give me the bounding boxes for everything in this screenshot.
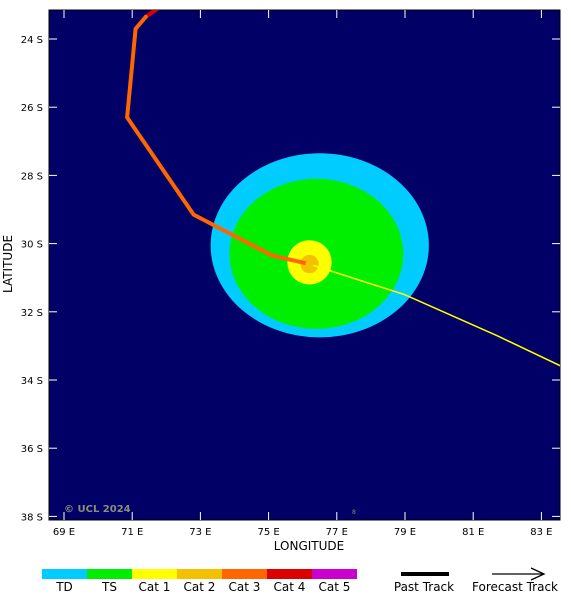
legend-swatch-cat-2 bbox=[177, 569, 222, 579]
x-tick-label: 75 E bbox=[257, 527, 279, 538]
storm-center-marker bbox=[305, 260, 314, 269]
past-track-segment-1 bbox=[143, 10, 160, 19]
x-axis-title: LONGITUDE bbox=[274, 539, 344, 553]
legend-swatch-cat-5 bbox=[312, 569, 357, 579]
wind-field-layer bbox=[210, 153, 429, 338]
copyright-text: © UCL 2024 bbox=[64, 504, 131, 515]
legend-label-cat-3: Cat 3 bbox=[229, 580, 261, 594]
past-track-legend-label: Past Track bbox=[394, 580, 454, 594]
legend-label-cat-4: Cat 4 bbox=[274, 580, 306, 594]
legend-label-cat-2: Cat 2 bbox=[184, 580, 216, 594]
legend-label-cat-1: Cat 1 bbox=[139, 580, 171, 594]
legend: TD TS Cat 1 Cat 2 Cat 3 Cat 4 Cat 5 bbox=[42, 569, 357, 594]
y-tick-label: 24 S bbox=[21, 35, 43, 46]
x-tick-label: 83 E bbox=[530, 527, 552, 538]
y-tick-label: 30 S bbox=[21, 240, 43, 251]
legend-label-ts: TS bbox=[101, 580, 117, 594]
y-axis-title: LATITUDE bbox=[1, 235, 15, 293]
x-tick-label: 71 E bbox=[121, 527, 143, 538]
axis-ticks: 69 E 71 E 73 E 75 E 77 E 79 E 81 E 83 E 24 S 26 S… bbox=[21, 10, 560, 538]
y-tick-label: 38 S bbox=[21, 512, 43, 523]
y-tick-label: 32 S bbox=[21, 308, 43, 319]
x-tick-label: 73 E bbox=[189, 527, 211, 538]
legend-swatch-ts bbox=[87, 569, 132, 579]
legend-label-td: TD bbox=[55, 580, 73, 594]
forecast-track-legend-label: Forecast Track bbox=[472, 580, 558, 594]
y-tick-label: 26 S bbox=[21, 103, 43, 114]
legend-label-cat-5: Cat 5 bbox=[319, 580, 351, 594]
legend-swatch-td bbox=[42, 569, 87, 579]
legend-swatch-cat-4 bbox=[267, 569, 312, 579]
x-tick-label: 79 E bbox=[394, 527, 416, 538]
x-tick-label: 77 E bbox=[326, 527, 348, 538]
y-tick-label: 36 S bbox=[21, 444, 43, 455]
past-track-segment-2 bbox=[125, 14, 312, 267]
track-layer bbox=[125, 10, 560, 367]
x-tick-label: 81 E bbox=[462, 527, 484, 538]
small-marker-glyph: 8 bbox=[352, 509, 356, 516]
y-tick-label: 28 S bbox=[21, 171, 43, 182]
forecast-track-line bbox=[309, 263, 560, 367]
x-tick-label: 69 E bbox=[53, 527, 75, 538]
y-tick-label: 34 S bbox=[21, 376, 43, 387]
legend-swatch-cat-3 bbox=[222, 569, 267, 579]
forecast-track-arrowhead-icon bbox=[530, 567, 546, 581]
legend-swatch-cat-1 bbox=[132, 569, 177, 579]
